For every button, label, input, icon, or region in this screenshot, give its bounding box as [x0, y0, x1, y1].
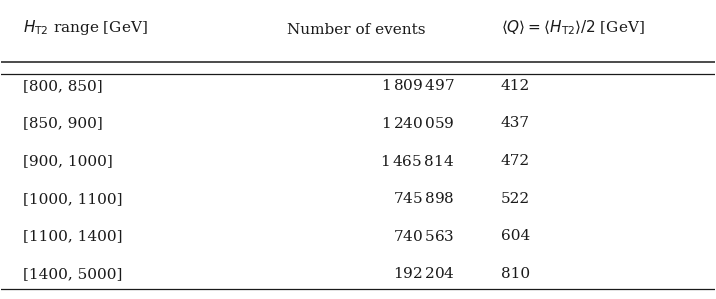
Text: $\langle Q \rangle = \langle H_{\mathrm{T2}} \rangle/2$ [GeV]: $\langle Q \rangle = \langle H_{\mathrm{… — [500, 18, 644, 37]
Text: [900, 1000]: [900, 1000] — [23, 154, 112, 168]
Text: [850, 900]: [850, 900] — [23, 116, 102, 130]
Text: [800, 850]: [800, 850] — [23, 79, 102, 93]
Text: 745$\,$898: 745$\,$898 — [392, 191, 454, 206]
Text: 472: 472 — [500, 154, 530, 168]
Text: [1400, 5000]: [1400, 5000] — [23, 267, 122, 281]
Text: 412: 412 — [500, 79, 530, 93]
Text: 604: 604 — [500, 229, 530, 243]
Text: 1$\,$809$\,$497: 1$\,$809$\,$497 — [381, 78, 454, 93]
Text: 192$\,$204: 192$\,$204 — [392, 266, 454, 281]
Text: 810: 810 — [500, 267, 530, 281]
Text: 1$\,$240$\,$059: 1$\,$240$\,$059 — [381, 116, 454, 131]
Text: 1$\,$465$\,$814: 1$\,$465$\,$814 — [380, 154, 454, 169]
Text: 740$\,$563: 740$\,$563 — [393, 229, 454, 244]
Text: [1100, 1400]: [1100, 1400] — [23, 229, 122, 243]
Text: $H_{\mathrm{T2}}$ range [GeV]: $H_{\mathrm{T2}}$ range [GeV] — [23, 18, 147, 37]
Text: Number of events: Number of events — [286, 23, 425, 37]
Text: 522: 522 — [500, 192, 530, 206]
Text: 437: 437 — [500, 116, 530, 130]
Text: [1000, 1100]: [1000, 1100] — [23, 192, 122, 206]
